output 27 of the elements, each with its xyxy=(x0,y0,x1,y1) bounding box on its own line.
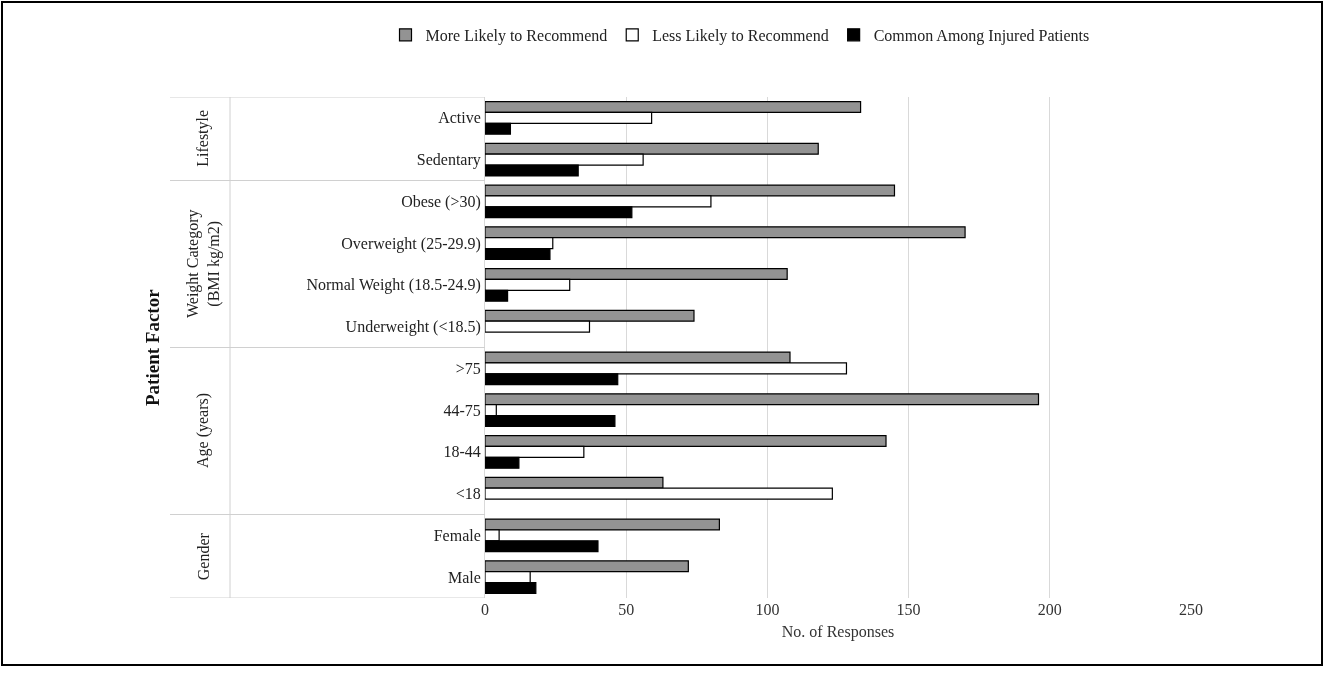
legend-label: More Likely to Recommend xyxy=(425,27,608,46)
y-tick-label: 44-75 xyxy=(443,401,481,419)
y-tick-label: <18 xyxy=(455,485,481,503)
y-tick-label: Sedentary xyxy=(416,151,481,170)
x-tick-label: 200 xyxy=(1037,601,1062,618)
x-tick-label: 0 xyxy=(481,601,489,618)
legend-label: Less Likely to Recommend xyxy=(652,27,829,46)
text: Gender xyxy=(194,532,212,581)
x-tick-label: 150 xyxy=(896,601,921,618)
x-tick-label: 250 xyxy=(1179,601,1203,618)
text: Weight Category (BMI kg/m2) xyxy=(184,209,223,318)
y-tick-label: Normal Weight (18.5-24.9) xyxy=(306,276,481,295)
y-tick-label: Obese (>30) xyxy=(401,192,481,211)
legend-label: Common Among Injured Patients xyxy=(873,27,1090,46)
x-tick-label: 50 xyxy=(618,601,635,618)
y-tick-label: 18-44 xyxy=(443,443,481,461)
y-tick-label: Male xyxy=(447,568,481,586)
y-tick-label: Active xyxy=(438,109,481,127)
x-axis-title: No. of Responses xyxy=(781,622,895,641)
text: Age (years) xyxy=(194,392,212,468)
y-tick-label: Underweight (<18.5) xyxy=(345,318,481,337)
text: Patient Factor xyxy=(142,288,163,406)
y-tick-label: Female xyxy=(433,526,481,544)
y-tick-label: Overweight (25-29.9) xyxy=(341,234,481,253)
text: Lifestyle xyxy=(194,109,213,167)
y-tick-label: >75 xyxy=(455,359,481,377)
x-tick-label: 100 xyxy=(755,601,780,618)
